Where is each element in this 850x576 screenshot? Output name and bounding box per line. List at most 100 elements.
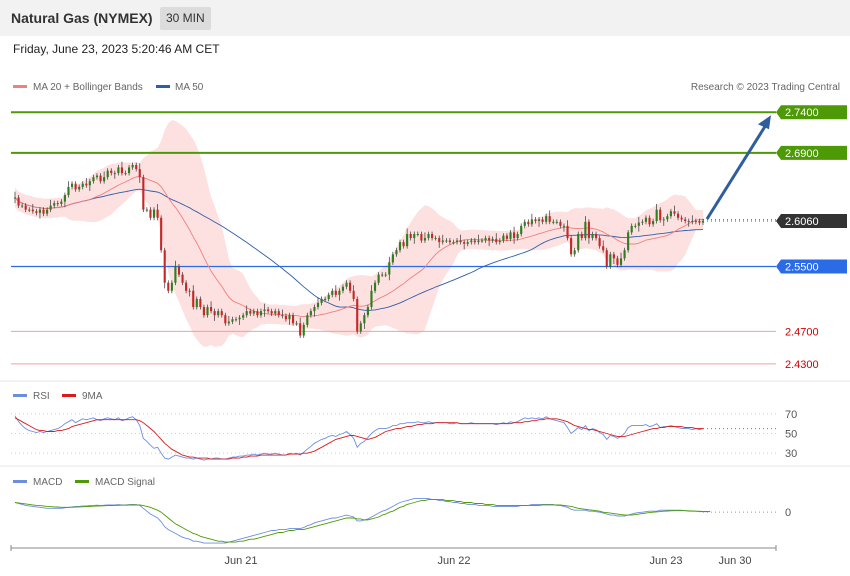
macd-legend-label: MACD xyxy=(33,477,62,488)
candle-body xyxy=(502,235,505,241)
candle-body xyxy=(149,209,152,218)
candle-body xyxy=(181,274,184,283)
rsi-tick-label: 50 xyxy=(785,429,797,441)
candle-body xyxy=(38,209,42,213)
credit-label: Research © 2023 Trading Central xyxy=(691,82,840,93)
candle-body xyxy=(402,242,405,247)
candle-body xyxy=(455,240,459,243)
candle-body xyxy=(213,311,216,316)
candle-body xyxy=(659,209,662,221)
candle-body xyxy=(694,221,697,223)
candle-body xyxy=(74,183,77,190)
candle-body xyxy=(106,170,109,178)
candle-body xyxy=(35,211,38,213)
candle-body xyxy=(234,319,238,321)
macd-signal-legend-label: MACD Signal xyxy=(95,477,155,488)
candle-body xyxy=(580,234,583,239)
ma20-legend-label: MA 20 + Bollinger Bands xyxy=(33,82,143,93)
rsi-legend-label: RSI xyxy=(33,391,50,402)
candle-body xyxy=(238,317,241,320)
candle-body xyxy=(56,203,59,205)
macd-legend-swatch xyxy=(13,480,27,483)
candle-body xyxy=(505,235,509,239)
candle-body xyxy=(284,315,287,320)
candle-body xyxy=(523,221,526,226)
candle-body xyxy=(434,238,437,240)
candle-body xyxy=(452,242,455,244)
candle-body xyxy=(13,197,17,199)
candle-body xyxy=(110,170,113,174)
candle-body xyxy=(431,234,434,239)
candle-body xyxy=(637,222,640,226)
candle-body xyxy=(331,290,334,295)
candle-body xyxy=(413,234,416,239)
ma50-legend-swatch xyxy=(156,85,170,88)
candle-body xyxy=(206,307,209,316)
timeframe-badge[interactable]: 30 MIN xyxy=(160,7,211,30)
candle-body xyxy=(227,321,230,324)
candle-body xyxy=(470,240,473,243)
candle-body xyxy=(594,234,598,239)
candle-body xyxy=(217,311,220,316)
candle-body xyxy=(299,323,302,336)
candle-body xyxy=(548,216,551,222)
candle-body xyxy=(28,209,31,211)
candle-body xyxy=(185,282,188,291)
candle-body xyxy=(163,250,166,283)
candle-body xyxy=(138,169,141,178)
instrument-title: Natural Gas (NYMEX) xyxy=(11,10,153,26)
candle-body xyxy=(566,225,569,239)
candle-body xyxy=(113,173,116,175)
candle-body xyxy=(295,323,298,325)
candle-body xyxy=(673,211,676,214)
candle-body xyxy=(99,175,102,182)
candle-body xyxy=(288,315,291,320)
candle-body xyxy=(388,262,391,275)
candle-body xyxy=(274,311,277,314)
candle-body xyxy=(81,183,84,187)
candle-body xyxy=(534,219,537,222)
candle-body xyxy=(627,232,630,251)
candle-body xyxy=(92,177,95,182)
candle-body xyxy=(192,290,195,308)
candle-body xyxy=(427,234,430,239)
candle-body xyxy=(352,290,355,299)
candle-body xyxy=(473,240,476,243)
candle-body xyxy=(373,282,377,291)
candle-body xyxy=(463,242,466,244)
bollinger-band xyxy=(15,120,703,347)
candle-body xyxy=(423,238,427,241)
candle-body xyxy=(267,309,270,312)
candle-body xyxy=(644,217,648,222)
candle-body xyxy=(398,242,402,251)
level-label-2.6060: 2.6060 xyxy=(785,216,819,228)
candle-body xyxy=(49,205,52,210)
candle-body xyxy=(263,309,266,312)
candle-body xyxy=(78,186,81,190)
candle-body xyxy=(384,274,387,276)
macd-line xyxy=(14,498,711,544)
candle-body xyxy=(480,240,484,242)
candle-body xyxy=(545,216,548,222)
candle-body xyxy=(555,221,558,223)
candle-body xyxy=(516,234,519,239)
candle-body xyxy=(345,282,348,287)
candle-body xyxy=(541,219,544,222)
candle-body xyxy=(641,221,644,223)
candle-body xyxy=(224,315,227,324)
candle-body xyxy=(602,246,605,251)
level-label-2.6900: 2.6900 xyxy=(785,148,819,160)
candle-body xyxy=(691,221,694,223)
candle-body xyxy=(324,298,327,300)
candle-body xyxy=(363,315,366,324)
candle-body xyxy=(459,240,462,243)
candle-body xyxy=(623,250,626,259)
candle-body xyxy=(117,167,120,174)
candle-body xyxy=(630,225,633,233)
candle-body xyxy=(655,209,658,222)
candle-body xyxy=(701,221,705,223)
candle-body xyxy=(142,177,145,210)
candle-body xyxy=(530,219,533,225)
candle-body xyxy=(698,221,701,223)
candle-body xyxy=(124,173,127,175)
